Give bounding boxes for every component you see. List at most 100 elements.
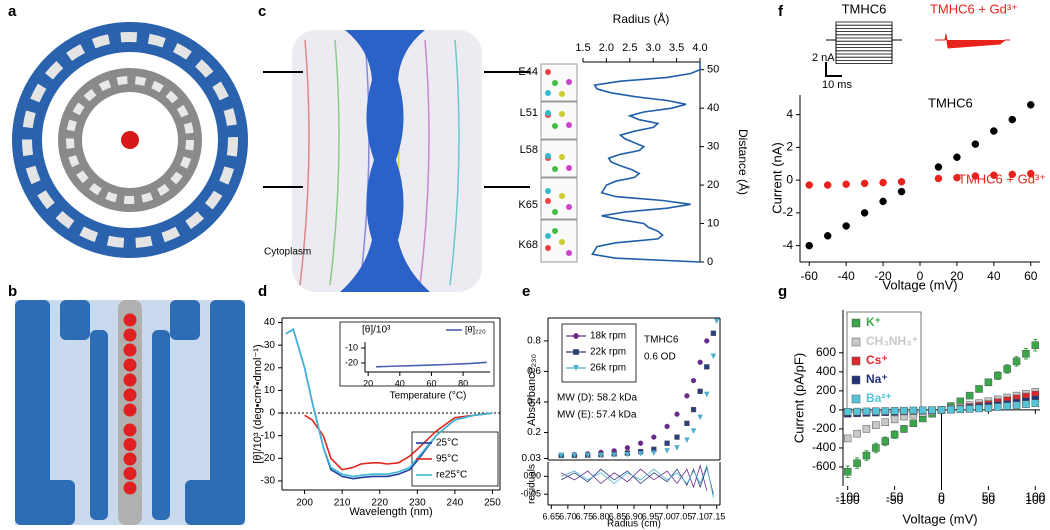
y-tick-label: 0.00 <box>523 471 541 481</box>
y-tick-label: 50 <box>707 64 719 76</box>
marker <box>651 450 657 457</box>
x-tick-label: -40 <box>837 269 855 283</box>
marker <box>674 411 680 417</box>
marker <box>872 407 880 415</box>
residue-atom <box>559 239 565 245</box>
marker <box>697 388 703 394</box>
residue-atom <box>545 245 551 251</box>
trace <box>826 21 902 41</box>
marker <box>690 377 697 384</box>
x-axis-label: Radius (Å) <box>613 11 670 26</box>
helix <box>449 39 460 286</box>
ion <box>123 438 137 451</box>
x-tick-label: 100 <box>1025 493 1045 507</box>
y-tick-label: -0.05 <box>520 489 541 499</box>
residue-label: K68 <box>518 239 538 251</box>
x-tick-label: 3.5 <box>669 42 684 54</box>
marker <box>572 365 580 372</box>
marker <box>1027 101 1035 109</box>
residue-atom <box>545 90 551 96</box>
marker <box>879 197 887 206</box>
marker <box>971 140 980 148</box>
marker <box>956 405 965 414</box>
helix-ring <box>22 32 238 248</box>
y-axis-label: Distance (Å) <box>736 129 751 195</box>
marker <box>881 418 889 427</box>
residue-thumb <box>540 101 578 140</box>
x-tick-label: 230 <box>409 498 426 509</box>
marker <box>862 451 871 460</box>
ion <box>121 131 139 149</box>
y-axis-label: Absorbance₂₃₀ <box>526 354 538 426</box>
y-axis-label: residuals <box>527 464 538 504</box>
marker <box>843 434 852 443</box>
legend-label: 26k rpm <box>590 363 626 374</box>
marker <box>697 359 703 365</box>
trace <box>826 39 902 52</box>
residue-atom <box>552 228 558 234</box>
marker <box>584 452 591 459</box>
marker <box>611 452 617 459</box>
series-line <box>591 62 701 263</box>
marker <box>953 153 961 161</box>
surface-wall <box>185 480 245 525</box>
marker <box>1008 115 1017 124</box>
x-tick-label: 200 <box>296 498 313 509</box>
x-tick-label: 6.75 <box>576 511 594 521</box>
residue-atom <box>559 91 565 97</box>
y-tick-label: 0.03 <box>522 453 542 464</box>
y-tick-label: -400 <box>812 440 836 454</box>
x-tick-label: 6.70 <box>559 511 577 521</box>
legend-label: 22k rpm <box>590 347 626 358</box>
marker <box>881 407 889 415</box>
marker <box>571 452 578 459</box>
x-axis-label: Temperature (°C) <box>390 391 467 402</box>
marker <box>994 371 1002 380</box>
x-tick-label: -50 <box>886 490 904 504</box>
y-tick-label: 20 <box>264 362 276 373</box>
marker <box>664 448 670 454</box>
panel-label: f <box>778 3 784 20</box>
x-tick-label: 250 <box>484 498 501 509</box>
x-tick-label: 60 <box>426 378 436 388</box>
surface-wall <box>170 300 200 340</box>
marker <box>909 419 918 427</box>
x-axis-label: Wavelength (nm) <box>349 506 432 518</box>
annotation: MW (E): 57.4 kDa <box>557 410 637 421</box>
marker <box>598 452 604 459</box>
marker <box>965 405 974 413</box>
marker <box>1031 399 1040 407</box>
panel-label: d <box>258 283 267 300</box>
marker <box>805 181 813 189</box>
marker <box>710 330 717 336</box>
x-tick-label: 50 <box>982 493 996 507</box>
x-tick-label: 210 <box>334 498 351 509</box>
x-axis-label: Voltage (mV) <box>882 277 957 292</box>
marker <box>853 459 861 467</box>
marker <box>851 394 861 404</box>
ion <box>123 481 137 495</box>
panel-label: a <box>8 3 17 20</box>
residue-atom <box>566 250 572 256</box>
marker <box>1008 170 1017 179</box>
residue-label: L58 <box>520 144 538 156</box>
trace <box>826 34 902 41</box>
annotation: MW (D): 58.2 kDa <box>557 393 637 404</box>
marker <box>704 338 710 344</box>
marker <box>624 452 631 458</box>
x-axis-label: Radius (cm) <box>607 519 661 530</box>
annotation: TMHC6 <box>644 335 679 346</box>
residue-atom <box>566 122 572 128</box>
marker <box>879 178 887 187</box>
marker <box>853 407 861 416</box>
marker <box>703 391 710 398</box>
legend-label: re25°C <box>436 470 467 481</box>
marker <box>823 232 832 240</box>
marker <box>684 437 690 444</box>
residue-atom <box>559 193 565 199</box>
residue-atom <box>545 153 551 159</box>
x-tick-label: 2.0 <box>599 42 614 54</box>
residue-label: L51 <box>520 107 538 119</box>
residue-atom <box>552 166 558 172</box>
